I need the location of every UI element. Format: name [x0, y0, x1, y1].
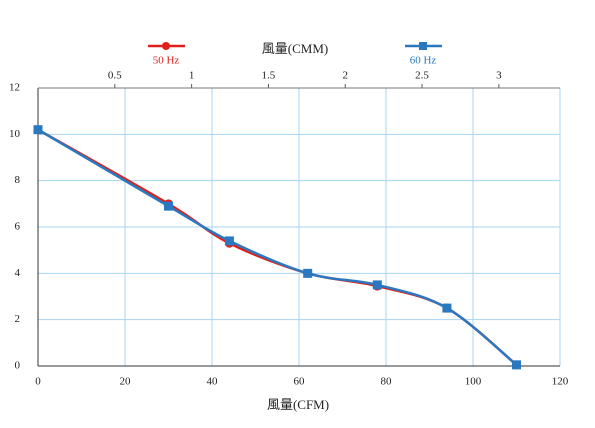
point: [419, 42, 427, 50]
x-tick-label: 120: [552, 376, 569, 388]
x2-axis-title: 風量(CMM): [262, 41, 328, 56]
x2-tick-label: 2: [342, 70, 348, 82]
y-tick-label: 2: [15, 313, 21, 325]
x-tick-label: 20: [120, 376, 132, 388]
series-line: [37, 128, 518, 366]
point: [303, 268, 313, 278]
y-tick-label: 12: [9, 82, 20, 94]
y-tick-label: 6: [15, 221, 21, 233]
x-tick-label: 100: [465, 376, 482, 388]
x2-tick-label: 2.5: [415, 70, 429, 82]
y-tick-label: 4: [15, 267, 21, 279]
point: [224, 236, 234, 246]
x-tick-label: 0: [35, 376, 41, 388]
point: [372, 280, 382, 290]
point: [33, 125, 43, 135]
x2-tick-label: 0.5: [108, 70, 122, 82]
point: [164, 201, 173, 211]
x-tick-label: 40: [207, 376, 219, 388]
point: [512, 360, 521, 370]
y-tick-label: 8: [15, 174, 21, 186]
point: [442, 303, 452, 313]
legend-label: 60 Hz: [410, 55, 437, 67]
x2-tick-label: 1: [189, 70, 195, 82]
legend-label: 50 Hz: [153, 55, 180, 67]
x-axis-title: 風量(CFM): [267, 397, 329, 412]
x2-tick-label: 3: [496, 70, 502, 82]
x2-tick-label: 1.5: [262, 70, 276, 82]
y-tick-label: 10: [9, 128, 21, 140]
point: [162, 42, 170, 50]
x-tick-label: 60: [294, 376, 306, 388]
y-tick-label: 0: [15, 360, 21, 372]
x-tick-label: 80: [381, 376, 393, 388]
series-line: [37, 128, 518, 366]
